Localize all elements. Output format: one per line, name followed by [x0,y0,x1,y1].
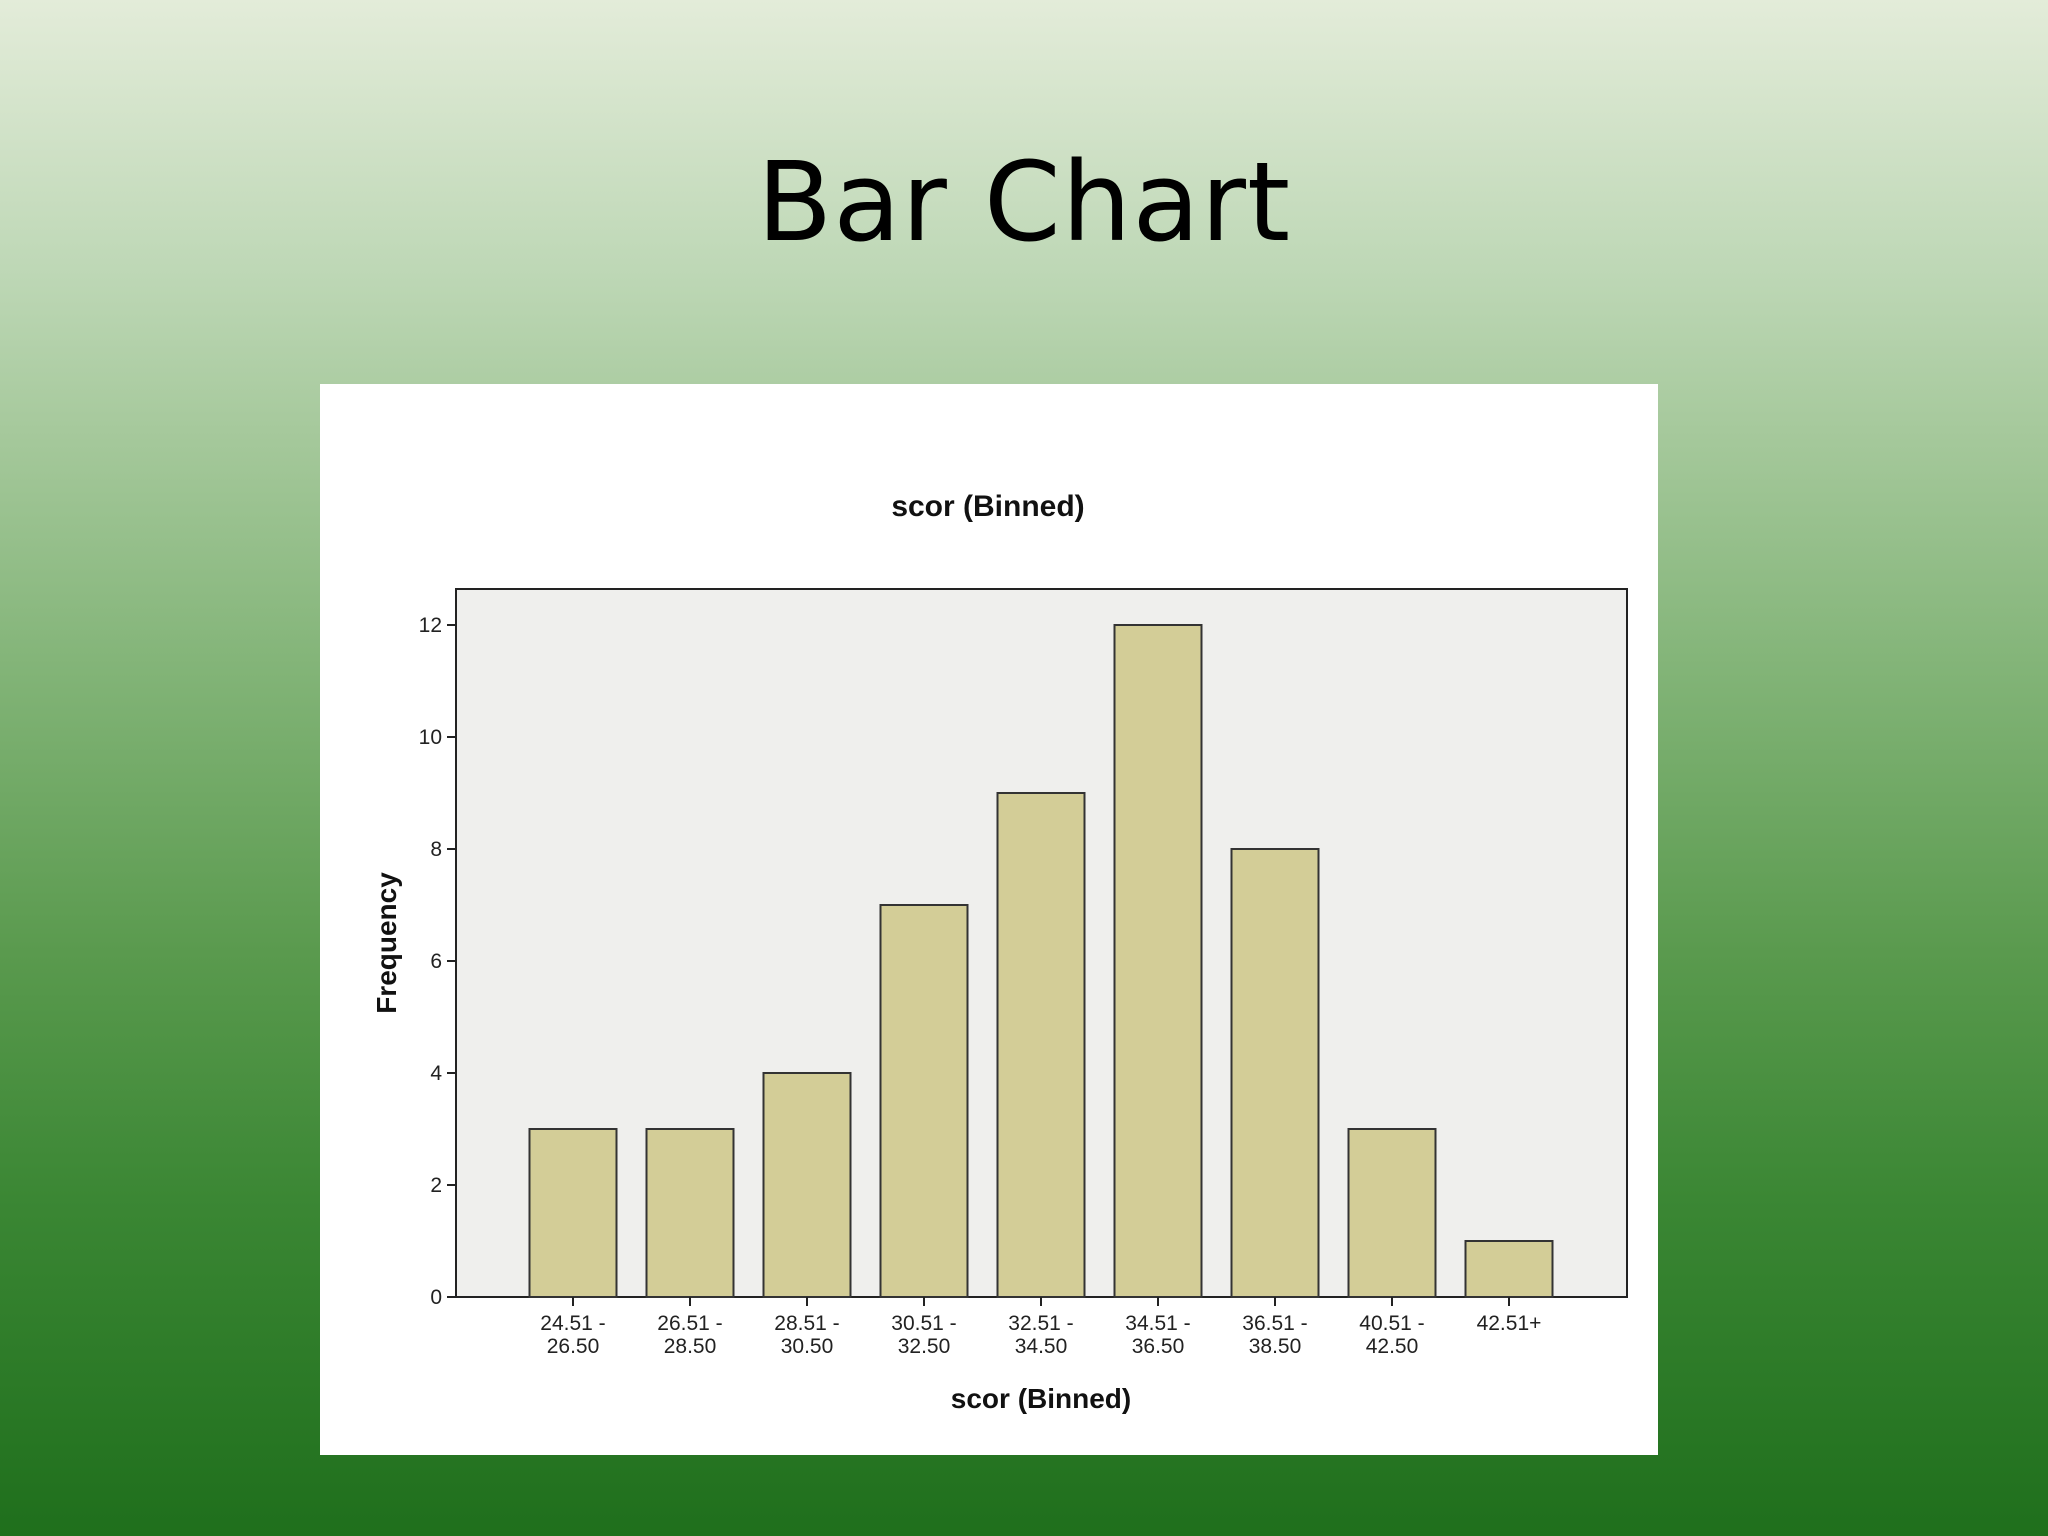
bar [528,1128,618,1298]
chart-title: scor (Binned) [891,490,1084,523]
x-tick-label: 32.51 - [1008,1312,1073,1335]
x-tick-label: 28.50 [664,1335,717,1358]
x-tick-label: 42.50 [1366,1335,1419,1358]
chart-panel: scor (Binned) 0 2 4 6 8 10 12 24.51 -26.50 26.5… [320,384,1658,1455]
bar [645,1128,735,1298]
y-tick-label: 8 [430,838,442,861]
slide-title: Bar Chart [756,138,1292,266]
x-axis-ticks: 24.51 -26.50 26.51 -28.50 28.51 -30.50 30.5… [540,1297,1541,1358]
x-tick-label: 30.50 [781,1335,834,1358]
bar-chart: scor (Binned) 0 2 4 6 8 10 12 24.51 -26.50 26.5… [371,490,1628,1414]
x-tick-label: 38.50 [1249,1335,1302,1358]
y-axis-ticks: 0 2 4 6 8 10 12 [419,614,456,1309]
x-tick-label: 30.51 - [891,1312,956,1335]
bar [1230,848,1320,1298]
bar [996,792,1086,1298]
bar [1113,624,1203,1298]
x-tick-label: 36.51 - [1242,1312,1307,1335]
x-tick-label: 36.50 [1132,1335,1185,1358]
x-tick-label: 26.51 - [657,1312,722,1335]
x-tick-label: 34.50 [1015,1335,1068,1358]
bar [879,904,969,1298]
bars [528,624,1554,1298]
x-tick-label: 24.51 - [540,1312,605,1335]
x-axis-label: scor (Binned) [951,1383,1131,1414]
x-tick-label: 40.51 - [1359,1312,1424,1335]
y-tick-label: 0 [430,1286,442,1309]
y-tick-label: 12 [419,614,442,637]
x-tick-label: 28.51 - [774,1312,839,1335]
y-tick-label: 2 [430,1174,442,1197]
x-tick-label: 26.50 [547,1335,600,1358]
bar [762,1072,852,1298]
x-tick-label: 32.50 [898,1335,951,1358]
y-axis-label: Frequency [371,872,402,1014]
bar [1464,1240,1554,1298]
bar [1347,1128,1437,1298]
x-tick-label: 34.51 - [1125,1312,1190,1335]
y-tick-label: 10 [419,726,442,749]
x-tick-label: 42.51+ [1477,1312,1542,1335]
y-tick-label: 4 [430,1062,442,1085]
y-tick-label: 6 [430,950,442,973]
